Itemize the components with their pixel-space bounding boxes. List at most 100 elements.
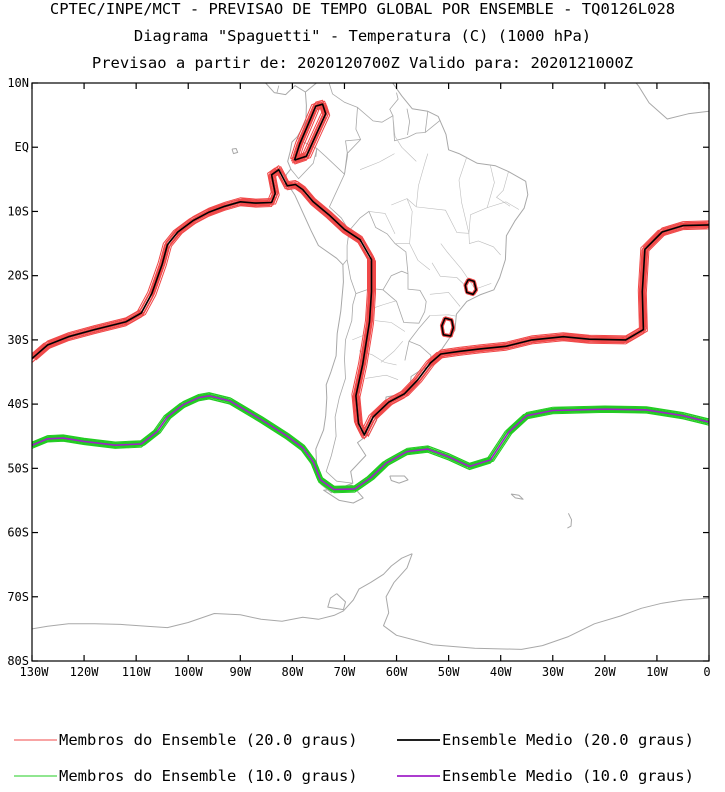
state-border bbox=[368, 211, 396, 235]
state-border bbox=[416, 153, 429, 207]
member-contour-10 bbox=[33, 395, 709, 491]
coastline-south_sandwich bbox=[567, 513, 572, 529]
state-border bbox=[458, 156, 470, 234]
state-border bbox=[374, 320, 406, 332]
country-border bbox=[348, 210, 409, 274]
lon-tick-label: 10W bbox=[646, 665, 668, 679]
lon-tick-label: 130W bbox=[20, 665, 50, 679]
coastline-alexander_island bbox=[327, 593, 346, 611]
lat-tick-label: 60S bbox=[7, 526, 29, 540]
lat-tick-label: 10N bbox=[7, 76, 29, 90]
state-border bbox=[487, 201, 520, 210]
state-border bbox=[365, 374, 399, 380]
member-contour-20 bbox=[32, 170, 709, 437]
lon-tick-label: 30W bbox=[542, 665, 564, 679]
member-contour-20 bbox=[294, 99, 327, 157]
title-line-3: Previsao a partir de: 2020120700Z Valido… bbox=[91, 54, 634, 72]
lat-tick-label: 30S bbox=[7, 333, 29, 347]
country-border bbox=[355, 270, 409, 294]
lat-tick-label: 50S bbox=[7, 461, 29, 475]
country-border bbox=[247, 58, 254, 64]
state-border bbox=[429, 314, 456, 317]
lon-tick-label: 90W bbox=[229, 665, 251, 679]
member-contour-20 bbox=[32, 168, 707, 435]
country-border bbox=[404, 315, 431, 361]
state-border bbox=[440, 243, 492, 290]
lat-tick-label: EQ bbox=[15, 140, 29, 154]
state-border bbox=[468, 165, 495, 234]
state-border bbox=[392, 115, 417, 162]
member-contour-20 bbox=[32, 167, 706, 434]
member-contour-20 bbox=[35, 170, 709, 437]
title-line-1: CPTEC/INPE/MCT - PREVISAO DE TEMPO GLOBA… bbox=[49, 0, 676, 18]
member-contour-20 bbox=[290, 102, 323, 160]
lat-tick-label: 40S bbox=[7, 397, 29, 411]
mean-contour-20 bbox=[464, 278, 477, 296]
mean-contour-20 bbox=[441, 317, 455, 337]
lat-tick-label: 20S bbox=[7, 269, 29, 283]
lon-tick-label: 20W bbox=[594, 665, 616, 679]
lat-tick-label: 10S bbox=[7, 204, 29, 218]
country-border bbox=[382, 273, 427, 324]
state-border bbox=[380, 341, 404, 363]
member-contour-20 bbox=[32, 170, 707, 437]
coastline-galapagos bbox=[231, 148, 239, 155]
country-border bbox=[276, 85, 280, 94]
country-border bbox=[243, 46, 249, 54]
lon-tick-label: 40W bbox=[490, 665, 512, 679]
lon-tick-label: 120W bbox=[70, 665, 100, 679]
country-border bbox=[325, 259, 357, 484]
state-border bbox=[406, 198, 469, 234]
lon-tick-label: 50W bbox=[438, 665, 460, 679]
coastline-central_america bbox=[264, 83, 306, 96]
state-border bbox=[468, 233, 501, 256]
lon-tick-label: 110W bbox=[122, 665, 152, 679]
lat-tick-label: 70S bbox=[7, 590, 29, 604]
country-border bbox=[406, 108, 411, 136]
coastline-africa_hint bbox=[635, 83, 709, 120]
member-contour-20 bbox=[33, 166, 709, 433]
legend-label: Ensemble Medio (20.0 graus) bbox=[442, 731, 694, 749]
member-contour-20 bbox=[442, 317, 455, 337]
country-border bbox=[328, 83, 362, 175]
lon-tick-label: 70W bbox=[334, 665, 356, 679]
country-border bbox=[357, 107, 441, 142]
lon-tick-label: 100W bbox=[174, 665, 204, 679]
state-border bbox=[429, 292, 461, 307]
coastline-falklands bbox=[389, 475, 409, 484]
legend-label: Membros do Ensemble (20.0 graus) bbox=[59, 731, 358, 749]
state-border bbox=[431, 262, 464, 285]
lon-tick-label: 0 bbox=[703, 665, 710, 679]
member-contour-10 bbox=[32, 394, 708, 490]
country-border bbox=[424, 111, 429, 133]
state-border bbox=[359, 153, 395, 170]
mean-contour-20 bbox=[293, 103, 327, 161]
state-border bbox=[374, 300, 397, 309]
mean-contour-10 bbox=[32, 395, 709, 491]
member-contour-20 bbox=[291, 103, 324, 161]
coastline-south_georgia bbox=[510, 493, 524, 500]
country-border bbox=[263, 76, 273, 77]
member-contour-20 bbox=[465, 279, 478, 295]
legend-label: Membros do Ensemble (10.0 graus) bbox=[59, 767, 358, 785]
lon-tick-label: 80W bbox=[282, 665, 304, 679]
member-contour-10 bbox=[32, 394, 706, 489]
title-line-2: Diagrama "Spaguetti" - Temperatura (C) (… bbox=[133, 27, 592, 45]
state-border bbox=[409, 243, 431, 271]
country-border bbox=[290, 147, 350, 265]
plot-frame bbox=[31, 82, 710, 662]
member-contour-20 bbox=[34, 169, 709, 436]
country-border bbox=[344, 139, 361, 175]
member-contour-20 bbox=[298, 105, 331, 163]
legend-label: Ensemble Medio (10.0 graus) bbox=[442, 767, 694, 785]
country-border bbox=[389, 92, 399, 116]
coastline-weddell_coast bbox=[383, 553, 709, 650]
coastline-antarctic_peninsula bbox=[32, 553, 413, 630]
lat-tick-label: 80S bbox=[7, 654, 29, 668]
coastline-caribbean_north bbox=[200, 0, 316, 79]
lon-tick-label: 60W bbox=[386, 665, 408, 679]
member-contour-20 bbox=[296, 104, 329, 162]
legend: Membros do Ensemble (20.0 graus) Ensemble… bbox=[14, 731, 694, 785]
contours bbox=[32, 99, 709, 494]
